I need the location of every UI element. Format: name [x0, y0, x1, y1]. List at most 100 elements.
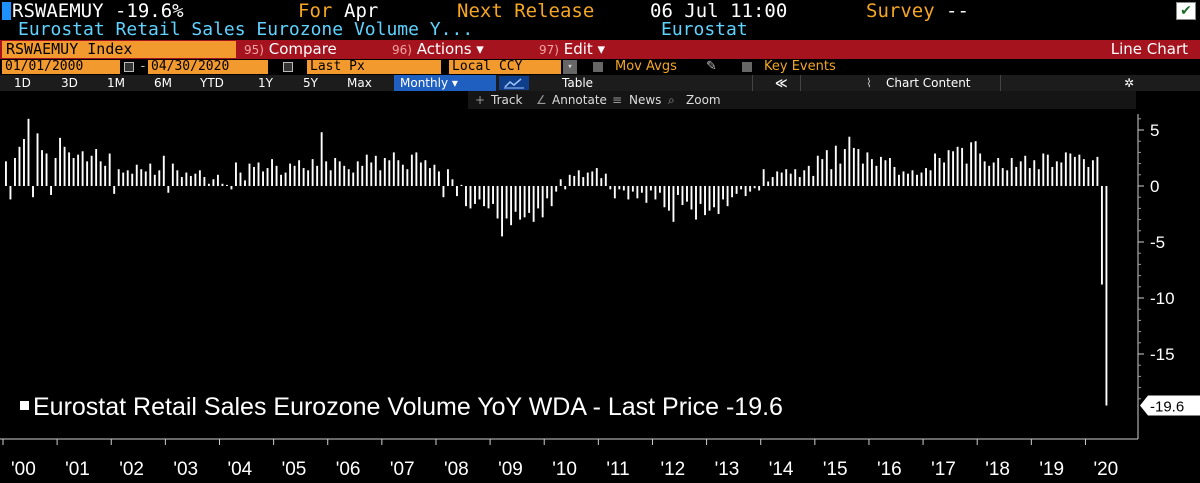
bar [640, 186, 643, 193]
bar [365, 154, 368, 186]
bar [1051, 166, 1054, 186]
bar [198, 170, 201, 186]
bar [1037, 169, 1040, 186]
bar [1078, 154, 1081, 186]
bar [50, 186, 52, 195]
zoom-button[interactable]: Zoom [686, 93, 721, 107]
collapse-icon[interactable]: ≪ [775, 76, 788, 90]
bar [257, 162, 260, 186]
check-icon[interactable]: ✔ [1176, 2, 1196, 20]
end-date-input[interactable]: 04/30/2020 [148, 60, 268, 74]
bar [789, 173, 792, 186]
pencil-icon[interactable]: ✎ [706, 59, 717, 74]
bar [916, 174, 918, 186]
bar [753, 186, 756, 189]
bar [352, 172, 355, 186]
bar [104, 165, 107, 186]
track-button[interactable]: Track [491, 93, 523, 107]
chevron-down-icon[interactable]: ▾ [563, 60, 577, 74]
currency-select[interactable]: Local CCY [449, 60, 561, 74]
period-button[interactable]: 5Y [303, 76, 318, 90]
last-value-marker [1140, 395, 1200, 416]
period-button[interactable]: 1Y [258, 76, 273, 90]
bar [419, 162, 422, 186]
start-date-input[interactable]: 01/01/2000 [2, 60, 120, 74]
table-button[interactable]: Table [562, 76, 594, 90]
bar [568, 174, 571, 186]
line-chart-icon[interactable] [499, 76, 529, 90]
bar [271, 159, 273, 186]
bar [600, 178, 603, 186]
divider [800, 75, 801, 91]
next-release-label: Next Release [457, 0, 595, 22]
bar [893, 166, 896, 186]
bar [262, 171, 264, 186]
y-tick-label: 0 [1150, 177, 1159, 196]
bar [108, 153, 111, 186]
bar [974, 141, 977, 186]
period-button[interactable]: 6M [154, 76, 172, 90]
bar [113, 186, 116, 194]
bar [582, 177, 585, 186]
period-button[interactable]: YTD [200, 76, 224, 90]
x-tick-label: '09 [498, 459, 523, 480]
period-button[interactable]: 1M [107, 76, 125, 90]
edit-menu[interactable]: 97) Edit ▾ [539, 40, 605, 60]
news-button[interactable]: News [629, 93, 662, 107]
bar [1096, 156, 1099, 186]
calendar-icon[interactable] [124, 62, 134, 72]
bar [613, 186, 616, 199]
bar [1055, 161, 1058, 186]
bar [1087, 166, 1090, 186]
bar [677, 186, 679, 195]
chart-type-label[interactable]: Line Chart [1110, 40, 1188, 58]
period-button[interactable]: 3D [61, 76, 78, 90]
bar [162, 155, 165, 186]
bar [469, 186, 472, 209]
bar [203, 177, 206, 186]
calendar-icon[interactable] [283, 62, 293, 72]
compare-menu[interactable]: 95) Compare [244, 40, 337, 60]
x-tick-label: '11 [606, 459, 629, 480]
bar [505, 186, 508, 219]
x-tick-label: '06 [336, 459, 361, 480]
bar [1006, 170, 1009, 186]
gear-icon[interactable]: ✲ [1124, 76, 1135, 90]
x-tick-label: '20 [1093, 459, 1118, 480]
chart-content-button[interactable]: Chart Content [886, 76, 971, 90]
actions-menu[interactable]: 96) Actions ▾ [392, 40, 484, 60]
bar [514, 186, 517, 212]
bar [347, 169, 350, 186]
annotate-button[interactable]: Annotate [552, 93, 607, 107]
period-button[interactable]: 1D [14, 76, 31, 90]
bar [970, 142, 973, 186]
bar [573, 175, 576, 186]
mov-avgs-checkbox[interactable] [593, 62, 603, 72]
bar [938, 158, 941, 186]
legend-swatch [20, 400, 29, 410]
bar [595, 168, 598, 186]
bar [325, 161, 328, 186]
field-select[interactable]: Last Px [307, 60, 441, 74]
period-button[interactable]: Max [347, 76, 372, 90]
bar [370, 162, 373, 186]
key-events-checkbox[interactable] [742, 62, 752, 72]
frequency-select[interactable]: Monthly ▾ [394, 75, 496, 91]
bar [965, 163, 968, 186]
x-tick-label: '14 [769, 459, 794, 480]
bar [374, 155, 377, 186]
bar [447, 169, 449, 186]
bar [415, 152, 418, 186]
bar [1033, 160, 1036, 186]
bar [14, 158, 16, 186]
x-tick-label: '07 [390, 459, 415, 480]
bar [758, 186, 761, 191]
bar [834, 145, 837, 186]
controls-bar: 01/01/2000 - 04/30/2020 Last Px Local CC… [0, 59, 1200, 75]
bar [302, 168, 305, 186]
index-input[interactable]: RSWAEMUY Index [2, 41, 236, 58]
bar-chart[interactable]: 5 0 -5 -10 -15 -19.6 '00 '01 '02 '03 '04 '05 '06 '07… [0, 109, 1200, 483]
bar [122, 172, 125, 186]
bar [943, 162, 946, 186]
bar [889, 158, 891, 186]
